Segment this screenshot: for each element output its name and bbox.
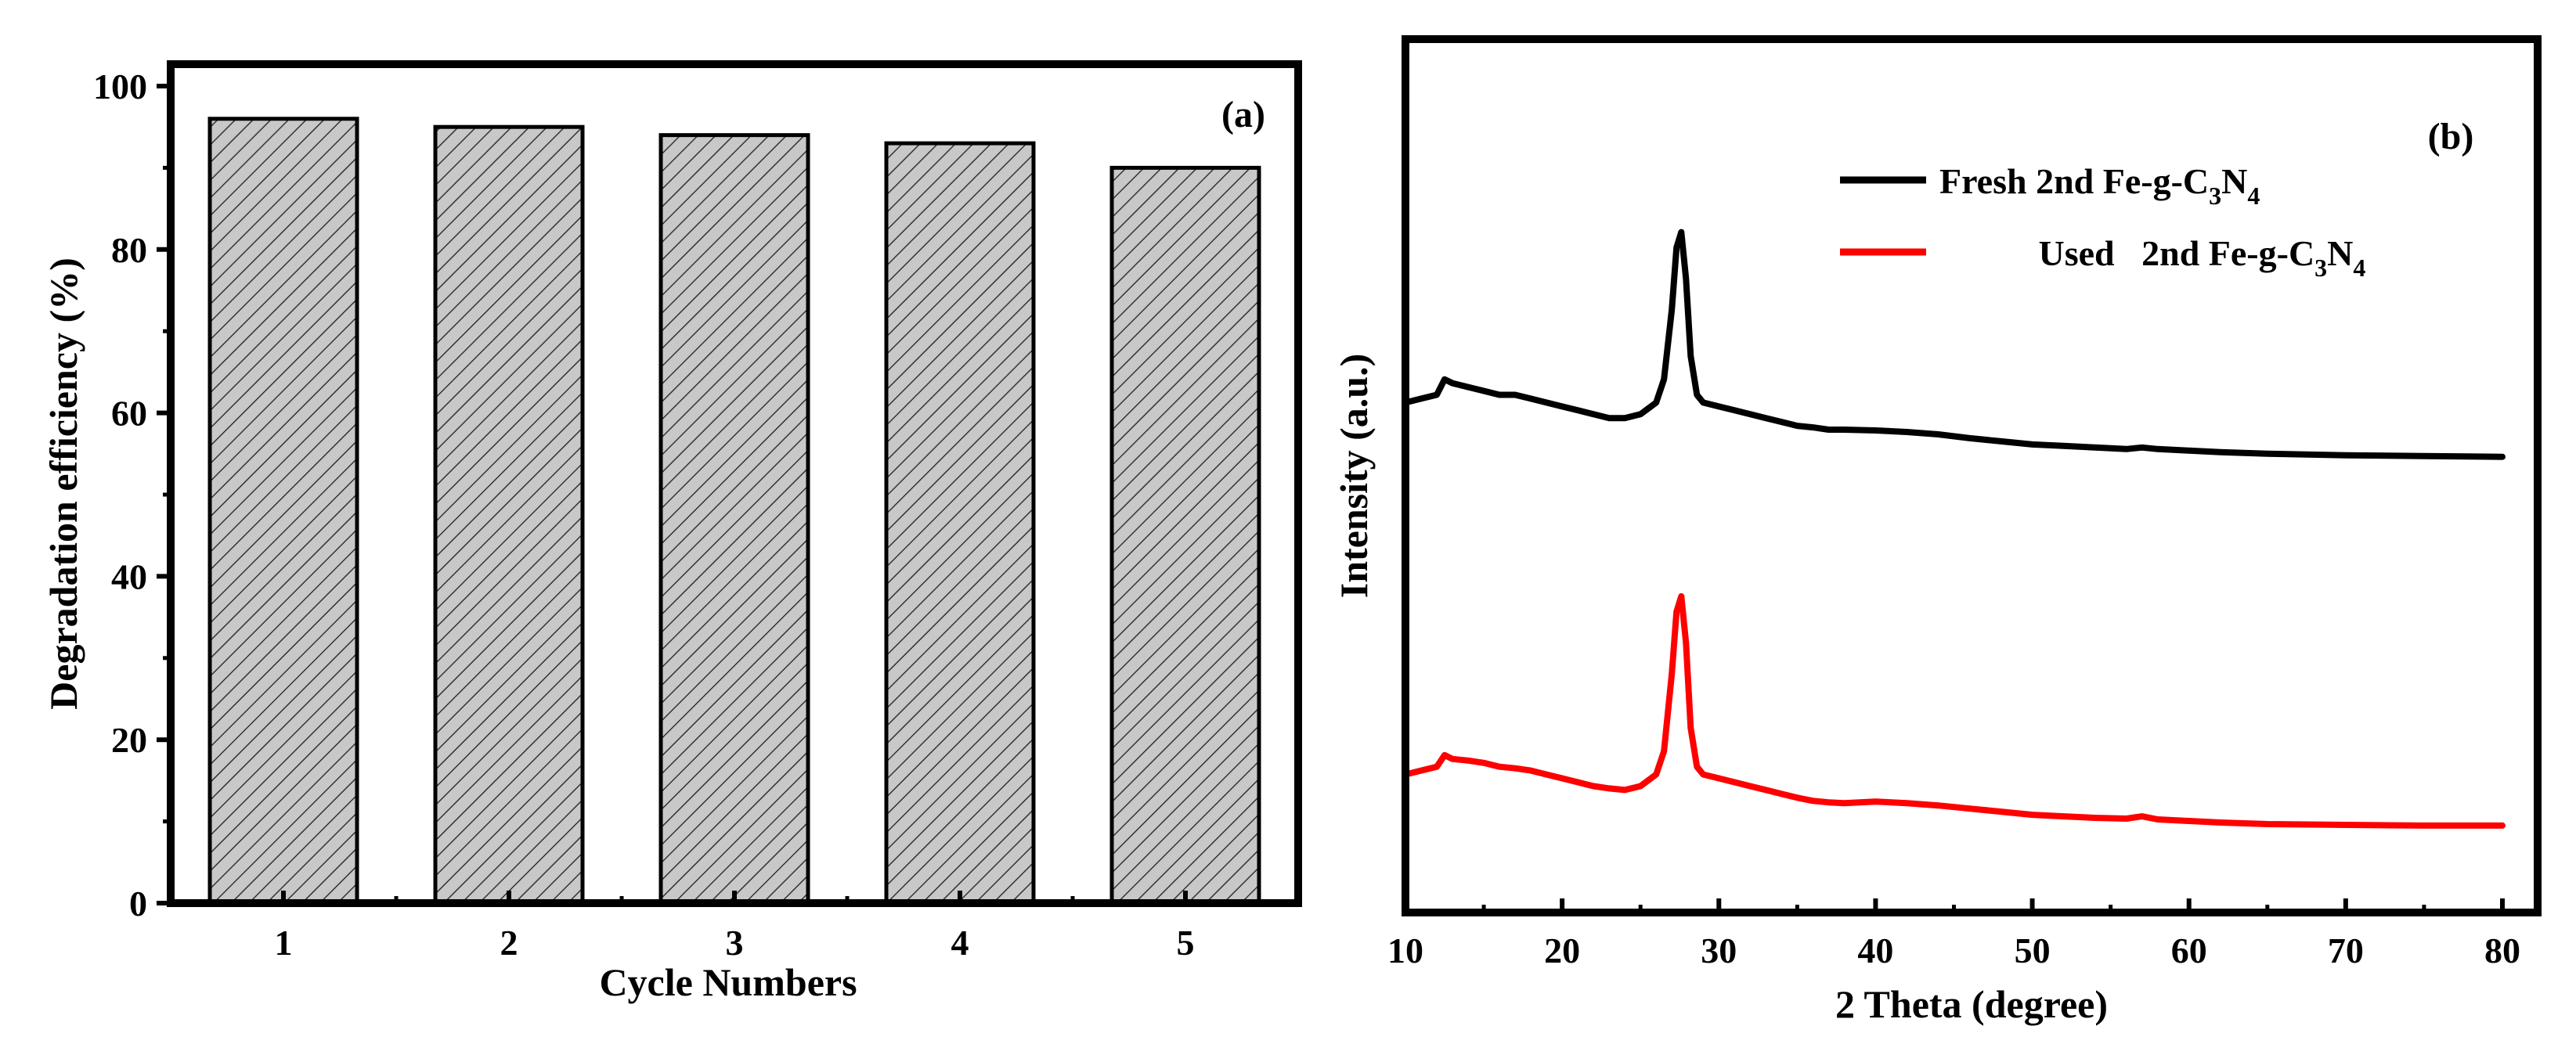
y-tick-label: 100: [93, 67, 147, 106]
x-axis-title: Cycle Numbers: [599, 960, 857, 1004]
x-tick-label: 3: [726, 923, 744, 963]
panel-label: (a): [1221, 94, 1265, 135]
legend-item-fresh: Fresh 2nd Fe-g-C3N4: [1840, 161, 2260, 210]
x-tick-label: 2: [500, 923, 518, 963]
y-tick-label: 60: [111, 394, 147, 434]
bar-cycle-2: [433, 124, 585, 905]
x-tick-label: 20: [1544, 931, 1580, 970]
series-fresh-line: [1402, 229, 2506, 460]
legend-label-used: Used 2nd Fe-g-C3N4: [1939, 233, 2447, 284]
x-tick-label: 10: [1387, 931, 1423, 970]
x-tick-label: 40: [1857, 931, 1893, 970]
x-tick-label: 4: [951, 923, 969, 963]
panel-a: 0 20 40 60 80 100 1 2 3 4 5 (a) Cycle Numbers Deg…: [41, 60, 1302, 1004]
plot-frame: [1402, 35, 2542, 916]
x-tick-label: 70: [2328, 931, 2364, 970]
y-axis-title: Degradation efficiency (%): [41, 257, 85, 710]
series-used-line: [1402, 592, 2506, 829]
x-tick-label: 80: [2484, 931, 2520, 970]
legend-item-used: Used 2nd Fe-g-C3N4: [1840, 233, 2447, 284]
y-tick-label: 20: [111, 720, 147, 760]
y-tick-label: 40: [111, 556, 147, 596]
bar-cycle-1: [207, 117, 359, 905]
x-axis-title: 2 Theta (degree): [1835, 982, 2108, 1026]
y-tick-label: 0: [129, 884, 147, 923]
bar-cycle-5: [1109, 165, 1261, 905]
panel-b: 10 20 30 40 50 60 70 80 (b) Fresh 2nd Fe-g-C3N4…: [1332, 35, 2542, 1026]
y-axis-ticks: 0 20 40 60 80 100: [93, 67, 171, 923]
legend: Fresh 2nd Fe-g-C3N4 Used 2nd Fe-g-C3N4: [1840, 161, 2447, 284]
y-axis-title: Intensity (a.u.): [1332, 354, 1376, 599]
x-tick-label: 1: [275, 923, 293, 963]
x-tick-label: 60: [2171, 931, 2207, 970]
bar-cycle-4: [884, 141, 1036, 905]
x-tick-label: 30: [1701, 931, 1737, 970]
bar-cycle-3: [658, 133, 810, 905]
line-series: [1402, 229, 2506, 829]
x-tick-label: 5: [1177, 923, 1195, 963]
legend-label-fresh: Fresh 2nd Fe-g-C3N4: [1939, 161, 2260, 210]
y-tick-label: 80: [111, 230, 147, 270]
panel-label: (b): [2428, 116, 2474, 157]
bar-series: [207, 117, 1261, 905]
plot-frame: [167, 60, 1302, 907]
x-tick-label: 50: [2015, 931, 2051, 970]
